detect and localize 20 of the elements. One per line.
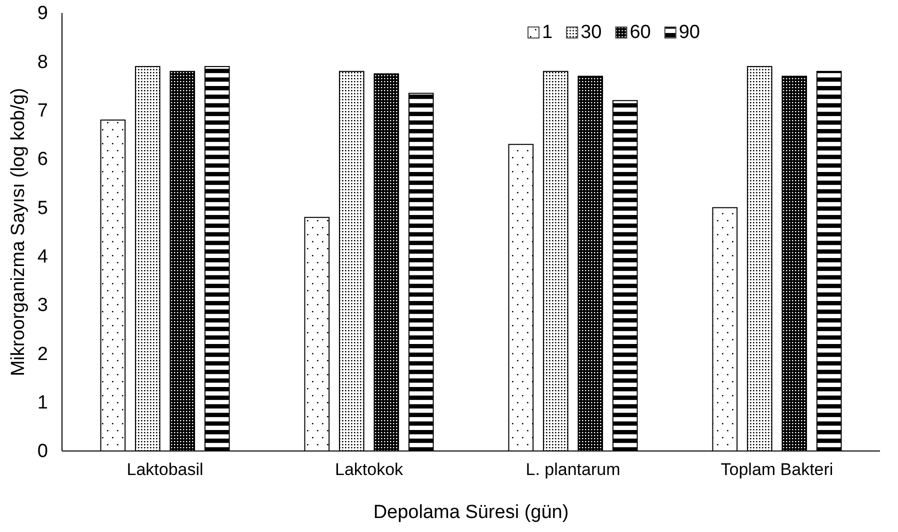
x-tick-label: L. plantarum: [526, 460, 620, 480]
y-tick-label: 9: [37, 3, 48, 24]
x-tick-label: Laktokok: [334, 460, 404, 480]
legend-label: 30: [580, 22, 602, 43]
y-tick-label: 7: [37, 100, 48, 122]
y-tick-label: 8: [37, 52, 48, 73]
y-tick-label: 6: [37, 149, 48, 170]
legend-label: 90: [678, 22, 700, 43]
y-tick-label: 3: [37, 295, 48, 316]
x-tick-label: Toplam Bakteri: [720, 460, 834, 480]
x-tick-label: Laktobasil: [126, 460, 204, 480]
y-tick-label: 4: [37, 246, 48, 268]
y-tick-label: 5: [37, 198, 48, 219]
legend-label: 60: [630, 22, 651, 43]
y-tick-label: 1: [37, 392, 48, 414]
y-tick-label: 2: [37, 344, 48, 365]
x-axis-title: Depolama Süresi (gün): [373, 502, 569, 523]
y-axis-title: Mikroorganizma Sayısı (log kob/g): [8, 88, 29, 376]
legend-label: 1: [542, 22, 553, 43]
y-tick-label: 0: [37, 441, 48, 462]
